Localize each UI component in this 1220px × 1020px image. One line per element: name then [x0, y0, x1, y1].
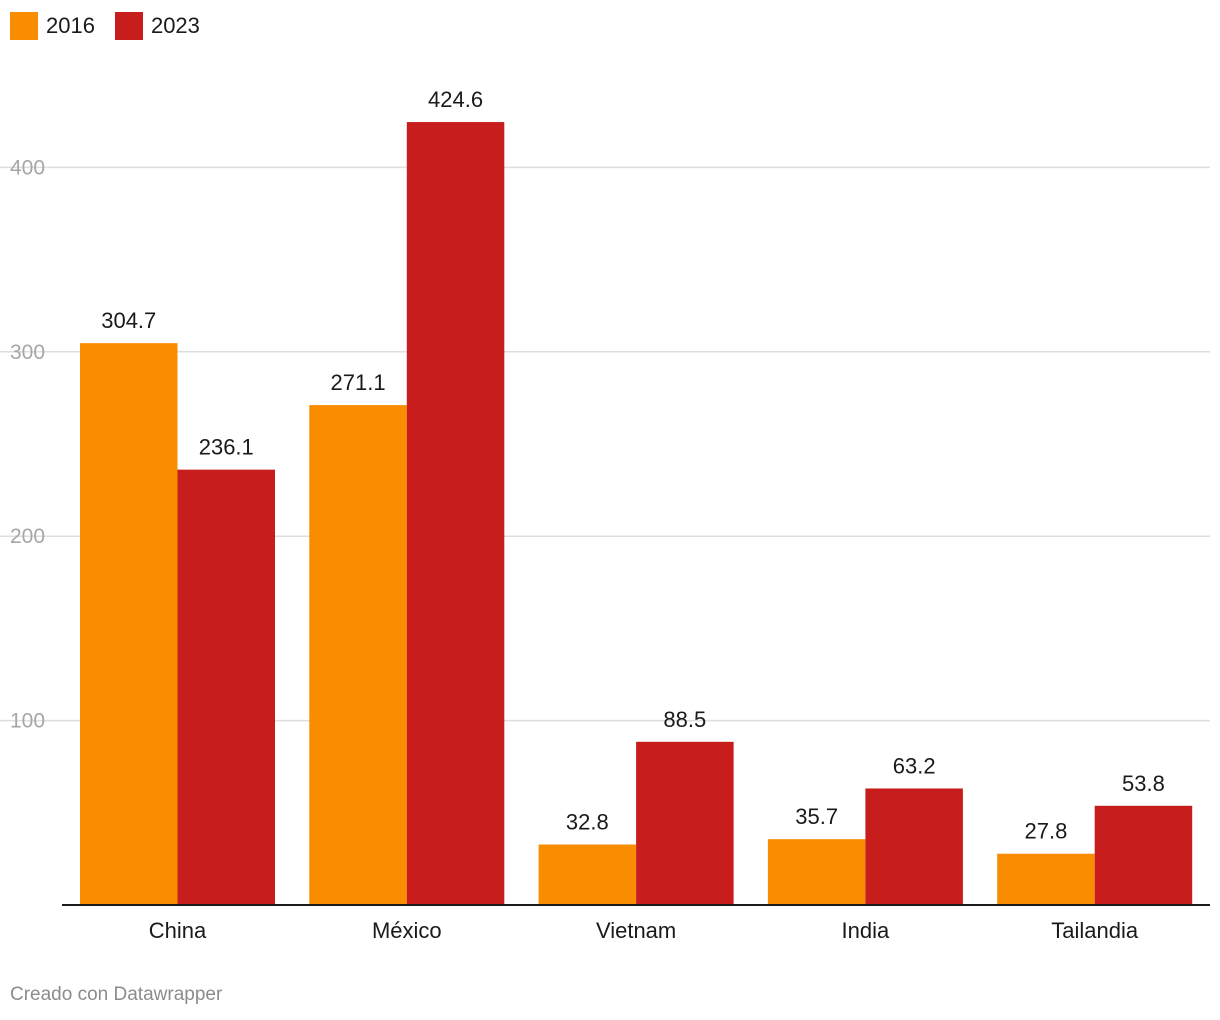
category-label-méxico: México [372, 918, 442, 943]
legend-item-2023: 2023 [114, 12, 200, 40]
category-label-china: China [149, 918, 207, 943]
value-label-india-2023: 63.2 [893, 753, 936, 778]
y-tick-label-100: 100 [10, 710, 45, 733]
value-label-vietnam-2023: 88.5 [663, 707, 706, 732]
y-axis-ticks: 100 200 300 400 [10, 156, 45, 732]
legend-label-2023: 2023 [150, 13, 200, 38]
y-tick-label-300: 300 [10, 341, 45, 364]
bars [80, 122, 1193, 906]
value-label-tailandia-2023: 53.8 [1122, 771, 1165, 796]
chart-legend: 2016 2023 [10, 12, 200, 40]
bar-vietnam-2023 [636, 741, 734, 905]
legend-label-2016: 2016 [46, 13, 95, 38]
bar-china-2016 [80, 343, 178, 906]
y-tick-label-200: 200 [10, 525, 45, 548]
value-label-china-2016: 304.7 [101, 308, 156, 333]
category-label-india: India [842, 918, 890, 943]
value-labels: 304.7 236.1 271.1 424.6 32.8 88.5 35.7 63.2 27.8… [101, 87, 1165, 844]
value-label-méxico-2016: 271.1 [331, 370, 386, 395]
bar-tailandia-2023 [1094, 805, 1193, 905]
credit-text: Creado con Datawrapper [10, 984, 223, 1005]
category-label-vietnam: Vietnam [596, 918, 676, 943]
value-label-tailandia-2016: 27.8 [1025, 819, 1068, 844]
bar-chart: 100 200 300 400 304.7 236.1 271.1 424.6 32.8 88.… [0, 87, 1210, 943]
value-label-india-2016: 35.7 [795, 804, 838, 829]
legend-item-2016: 2016 [10, 12, 95, 40]
value-label-vietnam-2016: 32.8 [566, 810, 609, 835]
bar-vietnam-2016 [538, 844, 637, 905]
bar-india-2016 [767, 839, 866, 905]
legend-swatch-2016 [10, 12, 38, 40]
x-axis-categories: China México Vietnam India Tailandia [149, 918, 1139, 943]
category-label-tailandia: Tailandia [1051, 918, 1139, 943]
value-label-china-2023: 236.1 [199, 435, 254, 460]
y-tick-label-400: 400 [10, 156, 45, 179]
bar-méxico-2023 [406, 122, 505, 905]
value-label-méxico-2023: 424.6 [428, 87, 483, 112]
bar-tailandia-2016 [997, 853, 1095, 905]
bar-china-2023 [177, 469, 275, 905]
bar-india-2023 [865, 788, 963, 905]
legend-swatch-2023 [114, 12, 143, 40]
bar-méxico-2016 [309, 405, 407, 905]
